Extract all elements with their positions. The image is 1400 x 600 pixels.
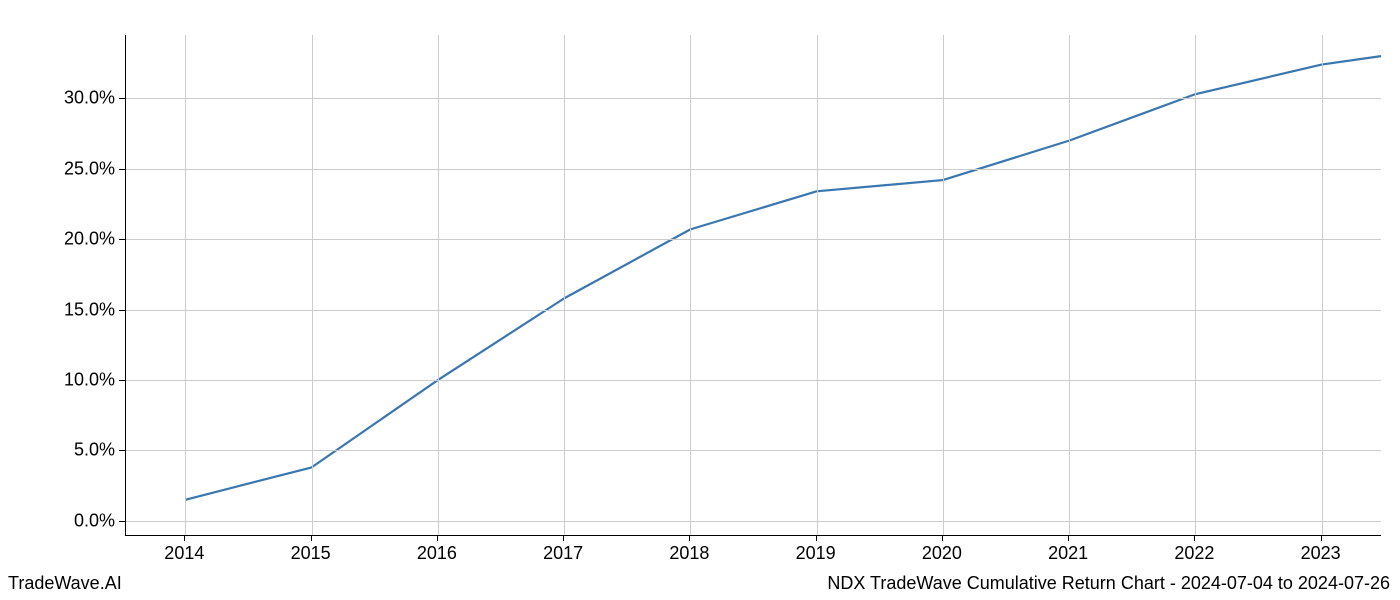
y-tick-mark <box>119 521 125 522</box>
grid-line-horizontal <box>126 169 1381 170</box>
x-tick-mark <box>563 535 564 541</box>
grid-line-horizontal <box>126 521 1381 522</box>
y-tick-label: 0.0% <box>55 510 115 531</box>
x-tick-label: 2023 <box>1301 543 1341 564</box>
x-tick-label: 2015 <box>291 543 331 564</box>
grid-line-vertical <box>564 35 565 535</box>
x-tick-label: 2019 <box>796 543 836 564</box>
x-tick-mark <box>816 535 817 541</box>
y-tick-label: 15.0% <box>55 299 115 320</box>
y-tick-mark <box>119 380 125 381</box>
y-tick-label: 5.0% <box>55 440 115 461</box>
chart-container: TradeWave.AI NDX TradeWave Cumulative Re… <box>0 0 1400 600</box>
x-tick-label: 2016 <box>417 543 457 564</box>
footer-left-label: TradeWave.AI <box>8 573 122 594</box>
x-tick-mark <box>311 535 312 541</box>
line-series <box>126 35 1381 535</box>
plot-area <box>125 35 1381 536</box>
x-tick-label: 2018 <box>669 543 709 564</box>
y-tick-label: 25.0% <box>55 158 115 179</box>
grid-line-vertical <box>1195 35 1196 535</box>
x-tick-mark <box>942 535 943 541</box>
x-tick-label: 2020 <box>922 543 962 564</box>
y-tick-mark <box>119 310 125 311</box>
grid-line-horizontal <box>126 450 1381 451</box>
x-tick-label: 2022 <box>1174 543 1214 564</box>
y-tick-label: 20.0% <box>55 229 115 250</box>
y-tick-label: 10.0% <box>55 370 115 391</box>
return-line <box>185 56 1381 500</box>
x-tick-mark <box>1068 535 1069 541</box>
x-tick-mark <box>184 535 185 541</box>
grid-line-horizontal <box>126 380 1381 381</box>
x-tick-mark <box>437 535 438 541</box>
y-tick-mark <box>119 450 125 451</box>
grid-line-vertical <box>690 35 691 535</box>
footer-right-label: NDX TradeWave Cumulative Return Chart - … <box>827 573 1390 594</box>
grid-line-horizontal <box>126 98 1381 99</box>
grid-line-vertical <box>438 35 439 535</box>
x-tick-mark <box>1321 535 1322 541</box>
x-tick-mark <box>1194 535 1195 541</box>
y-tick-mark <box>119 169 125 170</box>
y-tick-mark <box>119 98 125 99</box>
x-tick-label: 2021 <box>1048 543 1088 564</box>
grid-line-vertical <box>943 35 944 535</box>
x-tick-label: 2014 <box>164 543 204 564</box>
grid-line-horizontal <box>126 310 1381 311</box>
x-tick-label: 2017 <box>543 543 583 564</box>
grid-line-vertical <box>817 35 818 535</box>
grid-line-vertical <box>1322 35 1323 535</box>
x-tick-mark <box>689 535 690 541</box>
y-tick-label: 30.0% <box>55 88 115 109</box>
grid-line-vertical <box>312 35 313 535</box>
grid-line-vertical <box>1069 35 1070 535</box>
y-tick-mark <box>119 239 125 240</box>
grid-line-vertical <box>185 35 186 535</box>
grid-line-horizontal <box>126 239 1381 240</box>
